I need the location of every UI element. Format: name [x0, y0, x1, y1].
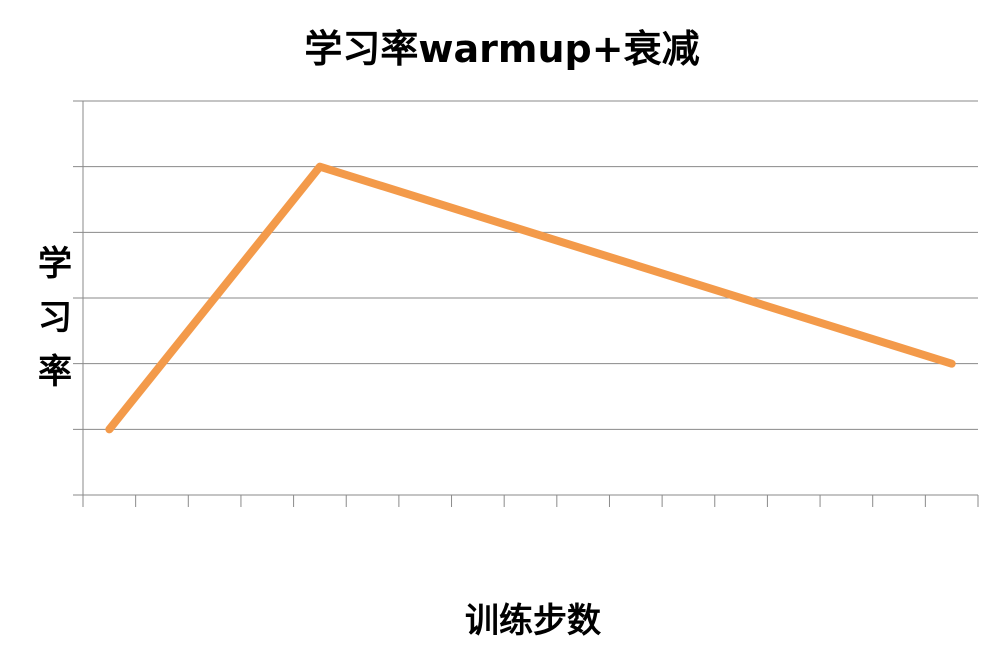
data-point — [318, 165, 321, 168]
y-axis-label: 学习率 — [38, 244, 72, 392]
data-point — [950, 362, 953, 365]
x-ticks — [82, 495, 979, 507]
axes — [73, 101, 978, 496]
grid-lines — [73, 100, 978, 430]
x-axis-label: 训练步数 — [465, 601, 601, 641]
series-lines — [105, 162, 956, 434]
chart-title: 学习率warmup+衰减 — [304, 27, 699, 71]
data-point — [108, 428, 111, 431]
